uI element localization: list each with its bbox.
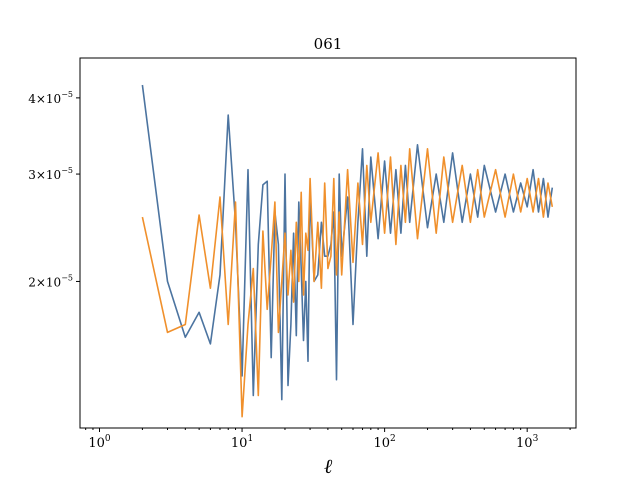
x-tick-label: 103 xyxy=(516,434,539,451)
series-2-line xyxy=(141,148,554,418)
x-axis: 100 101 102 103 xyxy=(85,428,571,451)
y-tick-label: 4×10−5 xyxy=(28,90,73,106)
y-tick-label: 3×10−5 xyxy=(28,166,73,182)
y-axis: 2×10−5 3×10−5 4×10−5 xyxy=(28,90,80,289)
chart-title: 061 xyxy=(314,35,343,53)
series-1-line xyxy=(141,84,554,401)
series-layer xyxy=(141,84,554,418)
x-tick-label: 101 xyxy=(231,434,253,451)
x-tick-label: 100 xyxy=(88,434,111,451)
y-tick-label: 2×10−5 xyxy=(28,273,73,289)
x-axis-label: ℓ xyxy=(324,454,333,478)
plot-area xyxy=(79,57,577,429)
x-tick-label: 102 xyxy=(373,434,395,451)
